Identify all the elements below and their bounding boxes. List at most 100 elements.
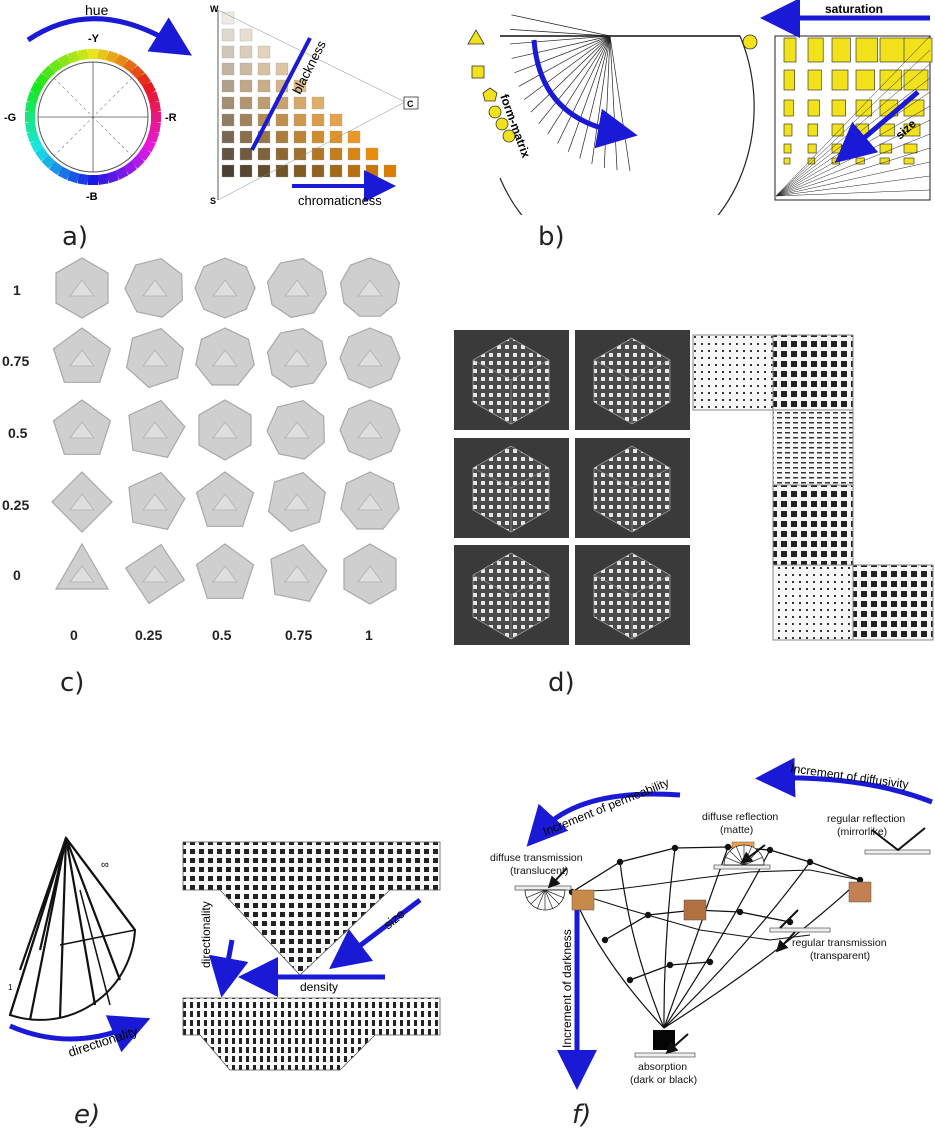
saturation-cell	[783, 99, 794, 117]
color-triangle	[217, 9, 406, 201]
saturation-cell	[807, 99, 820, 117]
col-label: 0	[70, 627, 78, 643]
hue-swatch	[149, 121, 161, 133]
col-label: 1	[365, 627, 373, 643]
hue-swatch	[77, 173, 89, 185]
color-swatch	[221, 164, 235, 178]
circle-shape-icon	[742, 34, 758, 50]
diffusivity-label: Increment of diffusivity	[790, 761, 910, 791]
saturation-size-grid	[775, 35, 933, 197]
color-swatch	[239, 96, 253, 110]
translucent-swatch	[571, 889, 595, 911]
panel-b-form-diagram: form-matrix saturation size	[467, 0, 933, 215]
hue-swatch	[67, 50, 80, 64]
axis-y-label: -Y	[88, 33, 100, 45]
form-fan-lines	[510, 14, 631, 172]
diffuse-transmission-label: diffuse transmission	[490, 852, 583, 864]
cube-photo	[575, 330, 690, 430]
saturation-cell	[903, 157, 915, 165]
mesh-node	[626, 976, 634, 984]
hue-swatch	[142, 81, 156, 96]
chromatic-label: C	[407, 99, 414, 109]
row-label: 0.75	[2, 353, 29, 369]
panel-f-optical-properties: Increment of permeability Increment of d…	[490, 757, 933, 1090]
hue-swatch	[123, 160, 138, 175]
form-arrow	[531, 39, 638, 149]
saturation-cell	[783, 37, 797, 63]
saturation-cell	[783, 123, 793, 137]
cube-photo	[454, 545, 569, 645]
color-swatch	[311, 113, 325, 127]
hue-swatch	[67, 170, 80, 184]
hue-arrow	[26, 16, 192, 56]
saturation-cell	[783, 157, 791, 165]
color-swatch	[293, 164, 307, 178]
saturation-cell	[879, 37, 906, 63]
panel-label-e: e)	[74, 1100, 101, 1130]
axis-b-label: -B	[86, 191, 98, 203]
permeability-arrow	[526, 791, 681, 847]
diffuse-transmission-sub: (translucent)	[510, 865, 568, 877]
mesh-node	[736, 908, 744, 916]
row-label: 0	[13, 567, 21, 583]
panel-e-texture-diagram: directionality ∞ 1 directionality size d…	[8, 835, 441, 1071]
cube-photo	[454, 330, 569, 430]
size-arrow	[329, 898, 422, 970]
row-label: 0.25	[2, 497, 29, 513]
saturation-cell	[879, 69, 902, 91]
color-swatch	[239, 62, 253, 76]
black-label: S	[210, 196, 216, 206]
hue-swatch	[88, 175, 98, 185]
saturation-cell	[807, 69, 822, 91]
saturation-cell	[879, 157, 890, 165]
panel-label-c: c)	[60, 668, 85, 698]
saturation-cell	[831, 143, 842, 154]
color-swatch	[221, 11, 235, 25]
color-swatch	[239, 164, 253, 178]
white-label: W	[210, 4, 219, 14]
color-swatch	[257, 79, 271, 93]
triangle-shape-icon	[467, 29, 485, 45]
density-label: density	[300, 980, 338, 994]
saturation-cell	[807, 37, 824, 63]
panel-label-a: a)	[62, 222, 89, 252]
regular-transmission-label: regular transmission	[792, 937, 887, 949]
hue-swatch	[25, 101, 37, 113]
col-label: 0.75	[285, 627, 312, 643]
color-swatch	[293, 96, 307, 110]
cube-photo	[454, 438, 569, 538]
hue-swatch	[25, 121, 37, 133]
pentagon-shape-icon	[482, 87, 498, 102]
panel-a-color-diagram: hue -Y -R -B -G W S C blackness chromati…	[4, 2, 419, 208]
directionality-side-arrow	[208, 939, 249, 998]
saturation-cell	[831, 69, 849, 91]
brown-swatch	[683, 899, 707, 921]
color-swatch	[275, 62, 289, 76]
hue-swatch	[149, 101, 161, 113]
saturation-cell	[855, 37, 878, 63]
hue-swatch	[30, 81, 44, 96]
color-swatch	[239, 130, 253, 144]
col-label: 0.25	[135, 627, 162, 643]
mesh-node	[601, 936, 609, 944]
hue-swatch	[77, 49, 89, 61]
hue-circle	[25, 49, 161, 185]
color-swatch	[293, 113, 307, 127]
color-swatch	[221, 113, 235, 127]
color-swatch	[257, 164, 271, 178]
hue-swatch	[114, 166, 129, 180]
color-swatch	[239, 147, 253, 161]
hue-swatch	[146, 130, 160, 143]
mesh-node	[706, 958, 714, 966]
hue-swatch	[106, 170, 119, 184]
directionality-side-label: directionality	[199, 901, 213, 968]
color-swatch	[311, 147, 325, 161]
color-swatch	[365, 164, 379, 178]
color-swatch	[293, 79, 307, 93]
darkness-label: Increment of darkness	[560, 929, 574, 1048]
hue-swatch	[142, 138, 156, 153]
color-swatch	[221, 45, 235, 59]
saturation-cell	[807, 157, 816, 165]
hue-swatch	[97, 49, 109, 61]
color-swatch	[293, 130, 307, 144]
